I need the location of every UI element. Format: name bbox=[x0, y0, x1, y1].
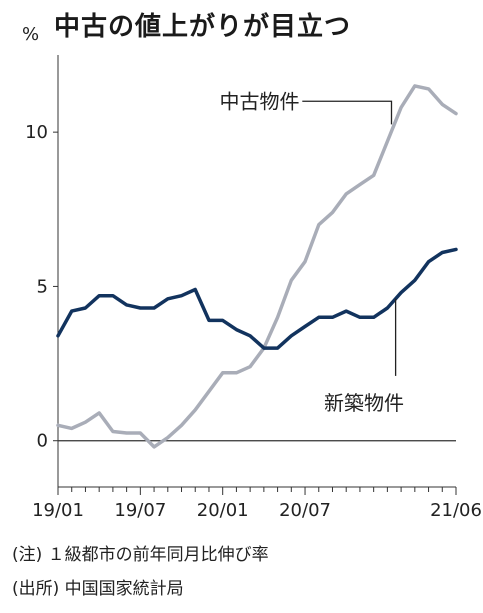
y-tick-label: 5 bbox=[37, 276, 48, 297]
x-tick-label: 19/01 bbox=[32, 500, 84, 521]
source-note: (出所) 中国国家統計局 bbox=[12, 579, 184, 599]
y-tick-label: 10 bbox=[25, 122, 48, 143]
leader-line-used-homes bbox=[302, 100, 393, 125]
chart-title: 中古の値上がりが目立つ bbox=[54, 12, 352, 42]
x-tick-label: 20/01 bbox=[197, 500, 249, 521]
series-line-used-homes bbox=[56, 84, 458, 449]
x-tick-label: 20/07 bbox=[279, 500, 331, 521]
footnote: (注) １級都市の前年同月比伸び率 bbox=[12, 545, 269, 565]
x-tick-label: 19/07 bbox=[114, 500, 166, 521]
y-tick-label: 0 bbox=[37, 431, 48, 452]
series-label-used-homes: 中古物件 bbox=[220, 89, 300, 113]
y-axis-unit-label: % bbox=[22, 24, 39, 45]
x-tick-label: 21/06 bbox=[430, 500, 482, 521]
series-label-new-homes: 新築物件 bbox=[324, 391, 404, 415]
series-line-new-homes bbox=[56, 247, 458, 350]
